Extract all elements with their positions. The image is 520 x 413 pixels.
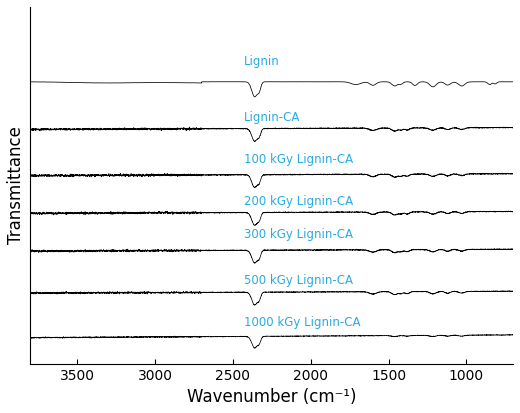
Y-axis label: Transmittance: Transmittance — [7, 126, 25, 244]
Text: 1000 kGy Lignin-CA: 1000 kGy Lignin-CA — [244, 316, 360, 329]
Text: Lignin: Lignin — [244, 55, 280, 68]
Text: 200 kGy Lignin-CA: 200 kGy Lignin-CA — [244, 195, 353, 208]
Text: Lignin-CA: Lignin-CA — [244, 111, 300, 123]
Text: 100 kGy Lignin-CA: 100 kGy Lignin-CA — [244, 152, 353, 166]
X-axis label: Wavenumber (cm⁻¹): Wavenumber (cm⁻¹) — [187, 388, 357, 406]
Text: 500 kGy Lignin-CA: 500 kGy Lignin-CA — [244, 274, 353, 287]
Text: 300 kGy Lignin-CA: 300 kGy Lignin-CA — [244, 228, 353, 241]
